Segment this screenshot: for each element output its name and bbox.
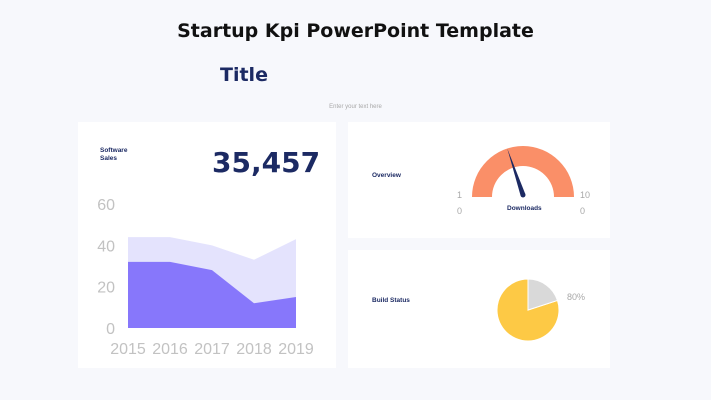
section-title: Title [220, 64, 268, 86]
overview-card: Overview 1 0 10 0 Downloads [348, 122, 610, 238]
x-tick-label: 2015 [110, 341, 146, 358]
slide-title: Startup Kpi PowerPoint Template [177, 20, 534, 42]
gauge-needle-hub [520, 192, 526, 198]
x-tick-label: 2019 [278, 341, 314, 358]
y-tick-label: 60 [97, 197, 115, 214]
x-tick-label: 2016 [152, 341, 188, 358]
downloads-caption: Downloads [507, 205, 542, 212]
build-status-pie [496, 278, 560, 342]
x-tick-label: 2017 [194, 341, 230, 358]
gauge-arc [472, 146, 574, 197]
software-sales-label: Software Sales [100, 147, 128, 162]
gauge-scale-label: 1 [457, 190, 462, 200]
gauge-scale-label: 0 [457, 206, 462, 216]
gauge-needle [507, 148, 526, 196]
y-tick-label: 0 [106, 321, 115, 338]
pie-percent-label: 80% [567, 292, 586, 302]
pie-slice-main [496, 278, 560, 342]
placeholder-text: Enter your text here [329, 104, 382, 110]
sales-value: 35,457 [212, 146, 321, 179]
build-status-label: Build Status [372, 297, 410, 304]
software-sales-card: Software Sales 35,457 0 20 40 60 2015 2016 201… [78, 122, 336, 368]
gauge-scale-label: 0 [580, 206, 585, 216]
y-tick-label: 40 [97, 238, 115, 255]
build-status-card: Build Status 80% [348, 250, 610, 368]
sales-area-chart: 0 20 40 60 2015 2016 2017 2018 2019 [97, 197, 314, 358]
overview-label: Overview [372, 172, 401, 179]
gauge-scale-label: 10 [580, 190, 590, 200]
y-tick-label: 20 [97, 280, 115, 297]
area-series-1 [128, 261, 296, 328]
pie-slice-rest [527, 278, 559, 311]
x-tick-label: 2018 [236, 341, 272, 358]
